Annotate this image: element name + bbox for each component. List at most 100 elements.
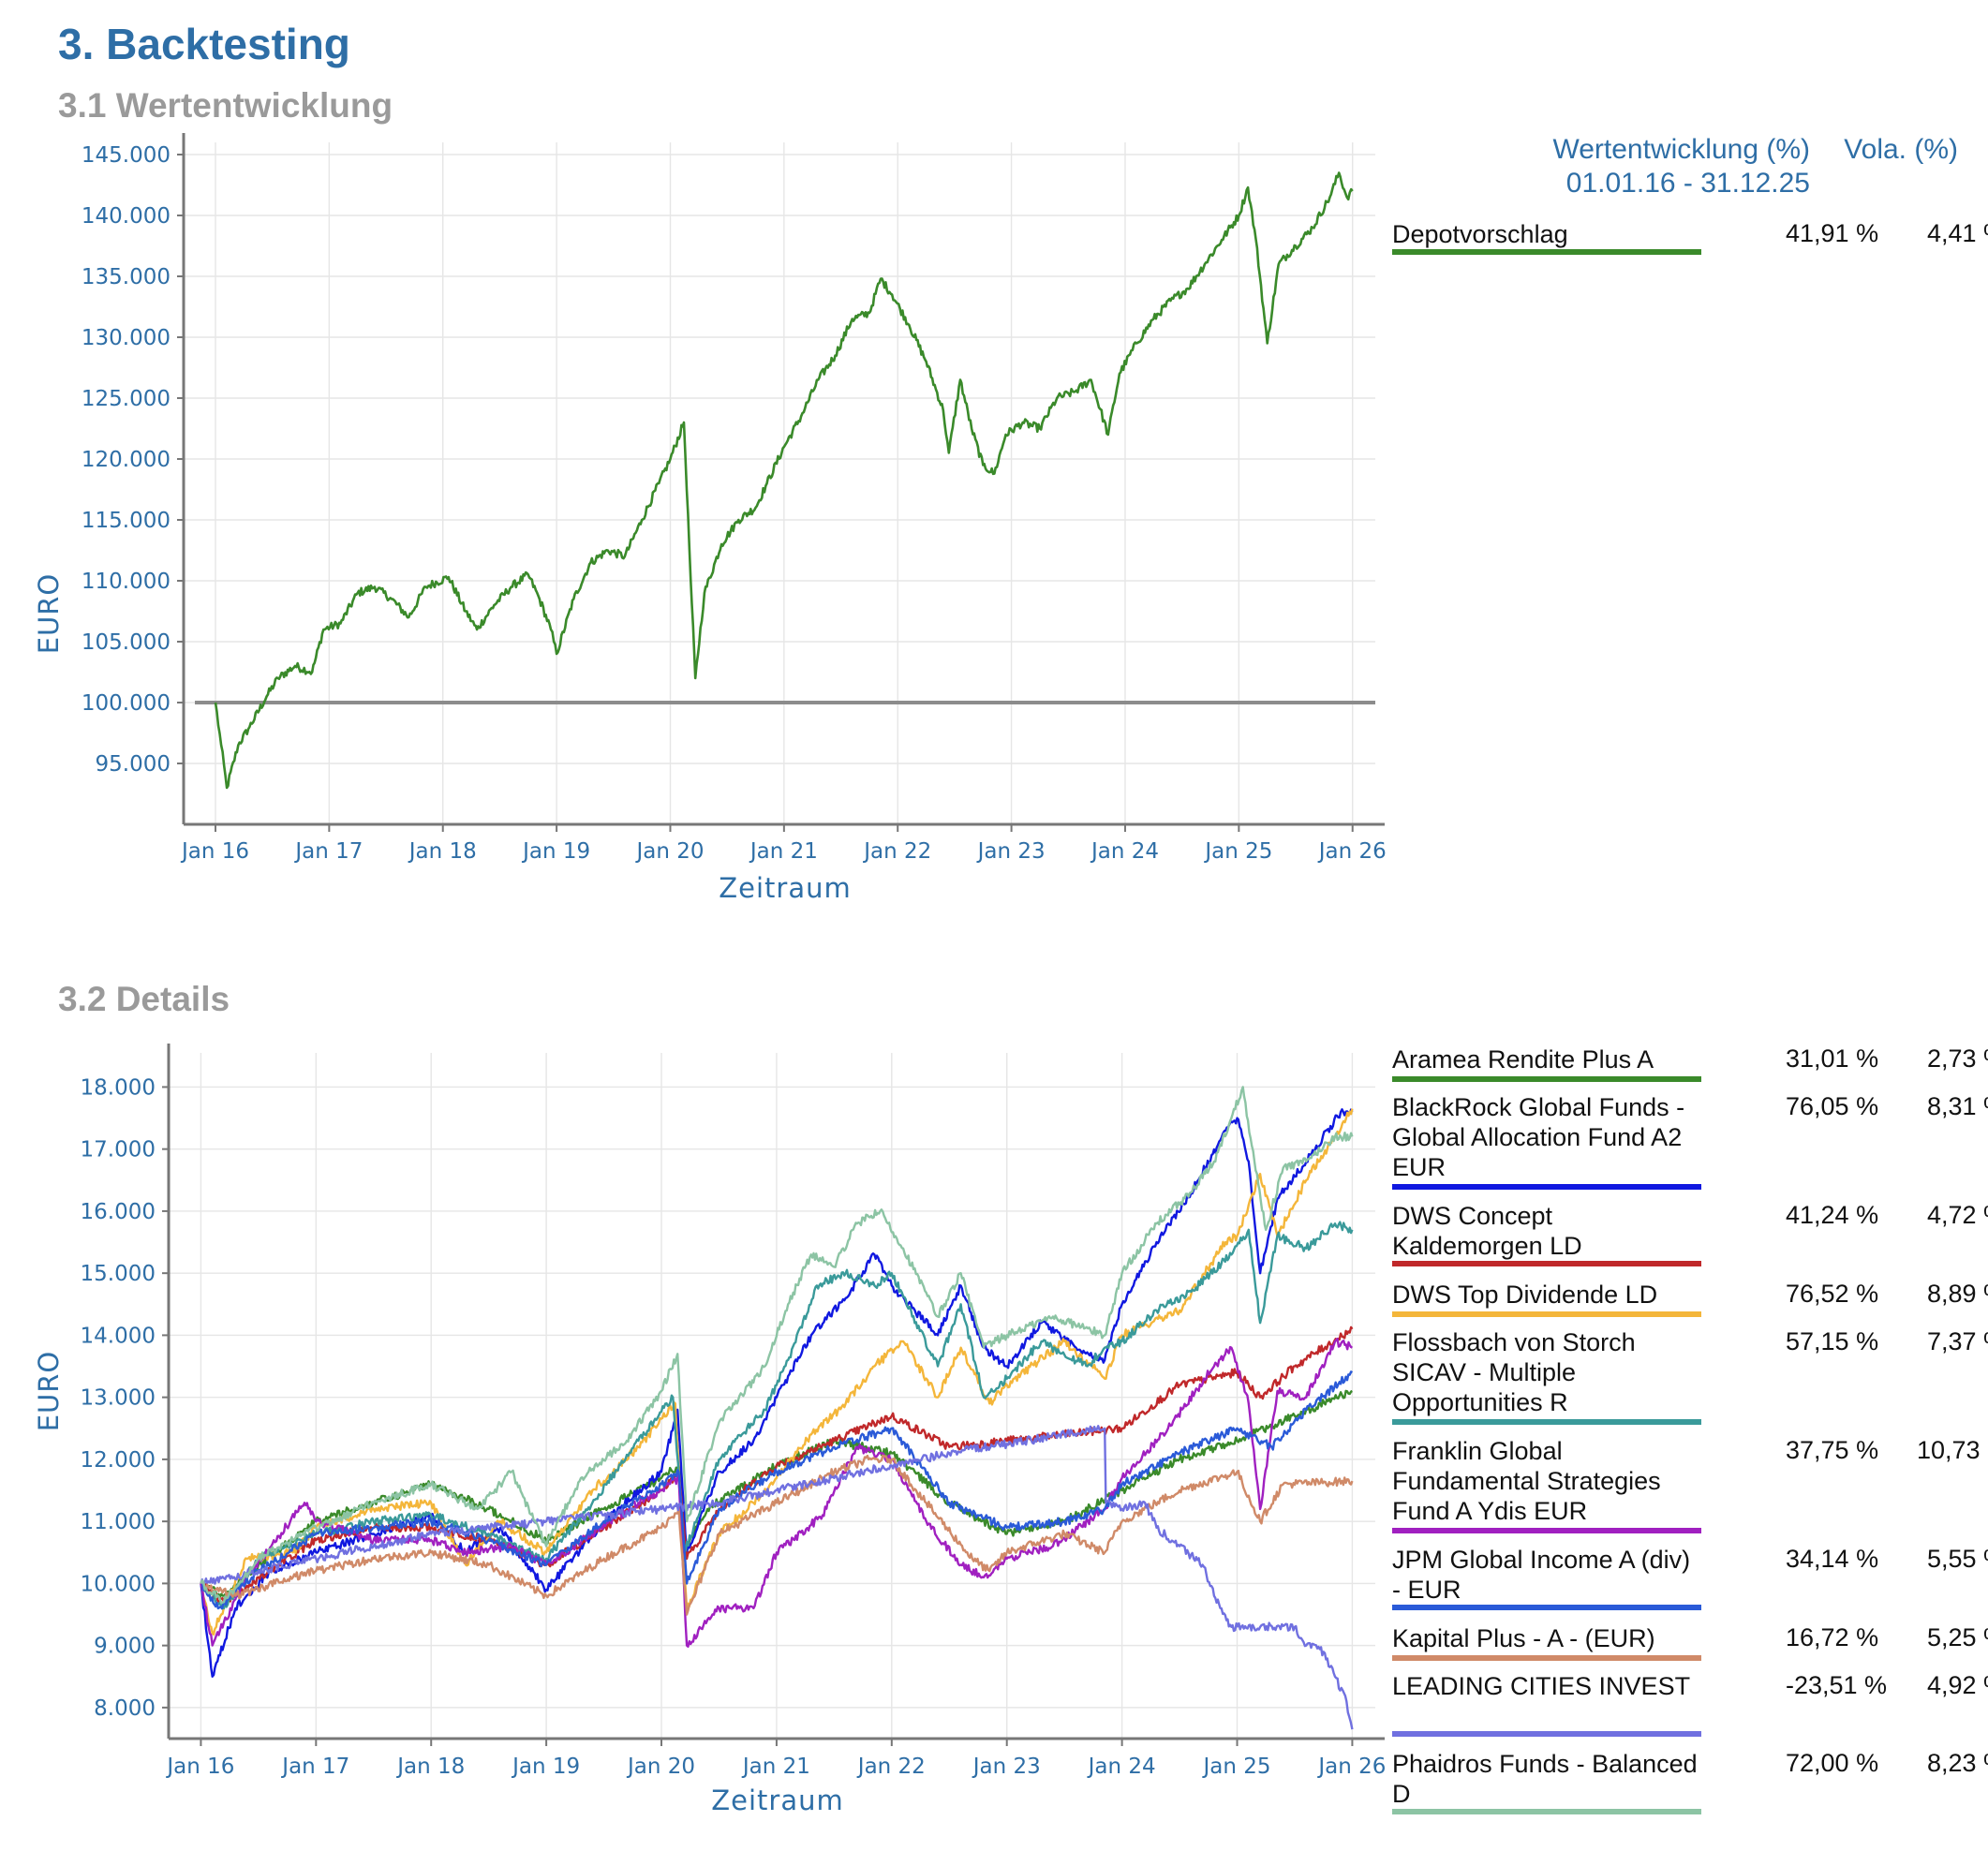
x-tick-label: Jan 16 [165, 1755, 234, 1779]
y-tick-label: 14.000 [81, 1324, 156, 1348]
grid-lines [184, 142, 1375, 824]
x-tick-label: Jan 16 [180, 839, 249, 864]
legend-volatility-value: 10,73 % [1917, 1436, 1988, 1465]
legend-item: Phaidros Funds - Balanced D 72,00 % 8,23 % [1392, 1749, 1954, 1814]
legend-performance-value: 37,75 % [1786, 1436, 1861, 1465]
x-tick-label: Jan 17 [280, 1755, 349, 1779]
legend-item: DWS Top Dividende LD76,52 %8,89 % [1392, 1280, 1954, 1317]
legend-series-name: BlackRock Global Funds - Global Allocati… [1392, 1092, 1701, 1182]
legend-color-line [1392, 1076, 1701, 1082]
x-tick-label: Jan 24 [1087, 1755, 1156, 1779]
legend-volatility-value: 8,31 % [1917, 1092, 1988, 1121]
legend-color-line [1392, 1605, 1701, 1610]
legend-series-name: Flossbach von Storch SICAV - Multiple Op… [1392, 1327, 1701, 1417]
x-tick-label: Jan 19 [521, 839, 590, 864]
details-chart: 8.0009.00010.00011.00012.00013.00014.000… [0, 1040, 1405, 1851]
legend-color-line [1392, 1809, 1701, 1814]
x-tick-label: Jan 20 [634, 839, 704, 864]
section-title-wertentwicklung: 3.1 Wertentwicklung [58, 86, 393, 126]
x-tick-label: Jan 25 [1201, 1755, 1270, 1779]
legend-series-name: JPM Global Income A (div) - EUR [1392, 1545, 1701, 1605]
y-tick-label: 10.000 [81, 1572, 156, 1596]
legend-volatility-value: 4,41 % [1917, 219, 1988, 248]
y-tick-label: 105.000 [82, 630, 171, 655]
legend-performance-value: 16,72 % [1786, 1623, 1861, 1652]
x-tick-label: Jan 21 [749, 839, 818, 864]
legend-volatility-value: 8,89 % [1917, 1280, 1988, 1309]
y-tick-label: 95.000 [96, 752, 171, 777]
legend-item: DWS Concept Kaldemorgen LD 41,24 % 4,72 % [1392, 1201, 1954, 1266]
legend-item: Aramea Rendite Plus A31,01 %2,73 % [1392, 1044, 1954, 1082]
legend-color-line [1392, 1528, 1701, 1533]
legend-item: BlackRock Global Funds - Global Allocati… [1392, 1092, 1954, 1190]
x-tick-label: Jan 22 [862, 839, 931, 864]
legend-performance-value: 34,14 % [1786, 1545, 1861, 1574]
legend-volatility-value: 5,25 % [1917, 1623, 1988, 1652]
legend-series-name: DWS Concept Kaldemorgen LD [1392, 1201, 1701, 1261]
legend-volatility-value: 4,92 % [1917, 1671, 1988, 1700]
x-tick-label: Jan 18 [408, 839, 477, 864]
y-axis-label: EURO [33, 1351, 65, 1432]
legend-series-name: Aramea Rendite Plus A [1392, 1044, 1701, 1074]
y-tick-label: 11.000 [81, 1510, 156, 1534]
x-tick-label: Jan 20 [626, 1755, 695, 1779]
x-tick-label: Jan 18 [395, 1755, 465, 1779]
legend-volatility-value: 2,73 % [1917, 1044, 1988, 1074]
y-tick-label: 15.000 [81, 1262, 156, 1286]
legend-volatility-value: 7,37 % [1917, 1327, 1988, 1356]
legend-color-line [1392, 1731, 1701, 1737]
y-tick-label: 135.000 [82, 265, 171, 289]
legend-color-line [1392, 249, 1701, 255]
legend-color-line [1392, 1184, 1701, 1190]
y-axis-ticks: 8.000 9.000 10.000 11.000 12.000 13.000 14.000… [81, 1075, 169, 1720]
y-tick-label: 145.000 [82, 143, 171, 168]
legend-perf-header: Wertentwicklung (%) 01.01.16 - 31.12.25 [1461, 133, 1810, 200]
y-axis-ticks: 95.000 100.000 105.000 110.000 115.000 120.00… [82, 143, 184, 777]
legend-color-line [1392, 1261, 1701, 1266]
legend-performance-value: 72,00 % [1786, 1749, 1861, 1778]
legend-performance-value: -23,51 % [1786, 1671, 1861, 1700]
y-tick-label: 130.000 [82, 326, 171, 350]
legend-series-name: Franklin Global Fundamental Strategies F… [1392, 1436, 1701, 1526]
y-tick-label: 12.000 [81, 1448, 156, 1473]
legend-color-line [1392, 1655, 1701, 1661]
legend-series-name: Kapital Plus - A - (EUR) [1392, 1623, 1701, 1653]
x-tick-label: Jan 22 [856, 1755, 926, 1779]
x-axis-label: Zeitraum [711, 1784, 843, 1816]
y-tick-label: 120.000 [82, 448, 171, 472]
x-tick-label: Jan 23 [972, 1755, 1041, 1779]
y-axis-label: EURO [33, 573, 65, 655]
legend-vola-header: Vola. (%) [1817, 133, 1958, 167]
legend-color-line [1392, 1419, 1701, 1425]
legend-perf-label: Wertentwicklung (%) [1461, 133, 1810, 167]
y-tick-label: 125.000 [82, 387, 171, 411]
y-tick-label: 115.000 [82, 509, 171, 533]
legend-item: JPM Global Income A (div) - EUR 34,14 % 5,… [1392, 1545, 1954, 1610]
legend-performance-value: 31,01 % [1786, 1044, 1861, 1074]
x-tick-label: Jan 25 [1203, 839, 1272, 864]
x-tick-label: Jan 21 [741, 1755, 810, 1779]
x-axis-ticks: Jan 16 Jan 17 Jan 18 Jan 19 Jan 20 Jan 21 Jan … [180, 824, 1387, 864]
y-tick-label: 17.000 [81, 1138, 156, 1162]
legend-series-name: LEADING CITIES INVEST [1392, 1671, 1701, 1701]
legend-performance-value: 57,15 % [1786, 1327, 1861, 1356]
legend-performance-value: 41,24 % [1786, 1201, 1861, 1230]
legend-item: Depotvorschlag 41,91 % 4,41 % [1392, 219, 1954, 255]
legend-item: LEADING CITIES INVEST -23,51 % 4,92 % [1392, 1671, 1954, 1737]
y-tick-label: 110.000 [82, 570, 171, 594]
y-tick-label: 140.000 [82, 204, 171, 229]
legend-series-name: DWS Top Dividende LD [1392, 1280, 1701, 1310]
y-tick-label: 18.000 [81, 1075, 156, 1100]
x-tick-label: Jan 26 [1317, 839, 1387, 864]
legend-item: Flossbach von Storch SICAV - Multiple Op… [1392, 1327, 1954, 1425]
legend-performance-value: 76,05 % [1786, 1092, 1861, 1121]
legend-period: 01.01.16 - 31.12.25 [1461, 167, 1810, 200]
legend-color-line [1392, 1311, 1701, 1317]
legend-item: Kapital Plus - A - (EUR) 16,72 % 5,25 % [1392, 1623, 1954, 1661]
performance-chart: 95.000 100.000 105.000 110.000 115.000 120.00… [0, 131, 1405, 918]
x-tick-label: Jan 24 [1090, 839, 1159, 864]
legend-volatility-value: 5,55 % [1917, 1545, 1988, 1574]
y-tick-label: 100.000 [82, 691, 171, 716]
y-tick-label: 8.000 [94, 1696, 156, 1721]
x-tick-label: Jan 19 [511, 1755, 580, 1779]
